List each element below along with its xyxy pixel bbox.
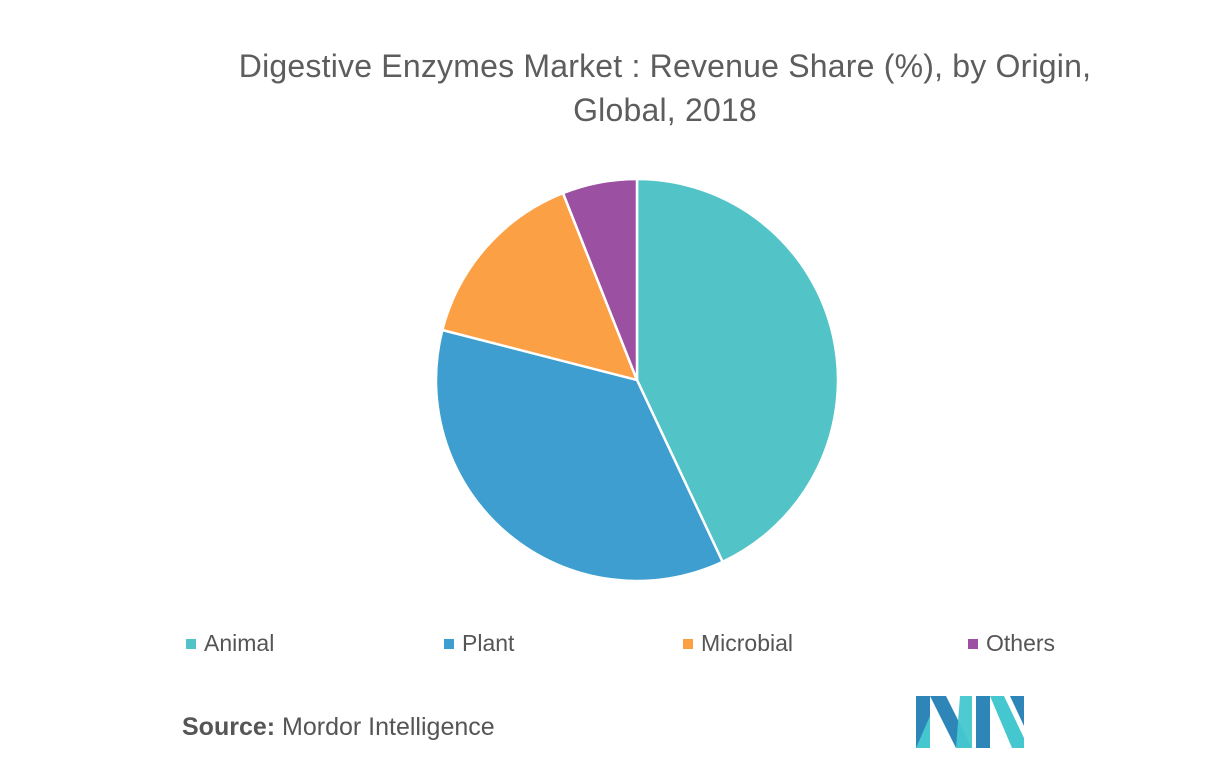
- mordor-intelligence-logo-icon: [916, 696, 1024, 748]
- legend-label-microbial: Microbial: [701, 630, 794, 656]
- legend-item-microbial: Microbial: [683, 630, 793, 657]
- legend-swatch-others: [968, 638, 978, 649]
- pie-slice-others: [561, 177, 639, 382]
- source-note: Source: Mordor Intelligence: [182, 713, 495, 742]
- pie-slice-animal: [635, 177, 840, 564]
- legend-swatch-microbial: [683, 638, 693, 649]
- chart-title: Digestive Enzymes Market : Revenue Share…: [160, 44, 1170, 132]
- chart-title-line-2: Global, 2018: [573, 92, 757, 128]
- legend-label-animal: Animal: [204, 630, 275, 656]
- legend-swatch-animal: [186, 638, 196, 649]
- pie-slice-microbial: [441, 191, 639, 382]
- legend-label-plant: Plant: [462, 630, 515, 656]
- legend: Animal Plant Microbial Others: [0, 630, 1217, 660]
- legend-item-plant: Plant: [444, 630, 514, 657]
- legend-label-others: Others: [986, 630, 1056, 656]
- source-text: Mordor Intelligence: [275, 713, 495, 741]
- legend-item-animal: Animal: [186, 630, 274, 657]
- legend-item-others: Others: [968, 630, 1055, 657]
- legend-swatch-plant: [444, 638, 454, 649]
- pie-slice-plant: [434, 328, 724, 583]
- chart-title-line-1: Digestive Enzymes Market : Revenue Share…: [238, 48, 1092, 84]
- source-prefix: Source:: [182, 713, 276, 741]
